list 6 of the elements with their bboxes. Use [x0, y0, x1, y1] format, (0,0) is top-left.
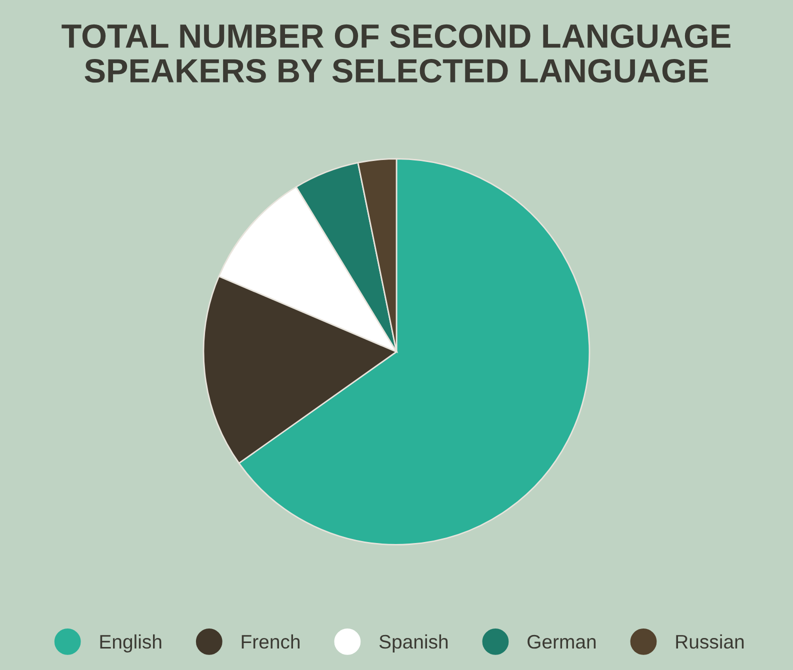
legend-label: Russian [676, 634, 744, 649]
legend-label: German [528, 634, 596, 649]
legend-label: French [242, 634, 300, 649]
legend-label: English [100, 634, 162, 652]
legend-label: Spanish [379, 634, 448, 652]
chart-title: TOTAL NUMBER OF SECOND LANGUAGE SPEAKERS BY SELECTED LANGUAGE [62, 24, 730, 83]
